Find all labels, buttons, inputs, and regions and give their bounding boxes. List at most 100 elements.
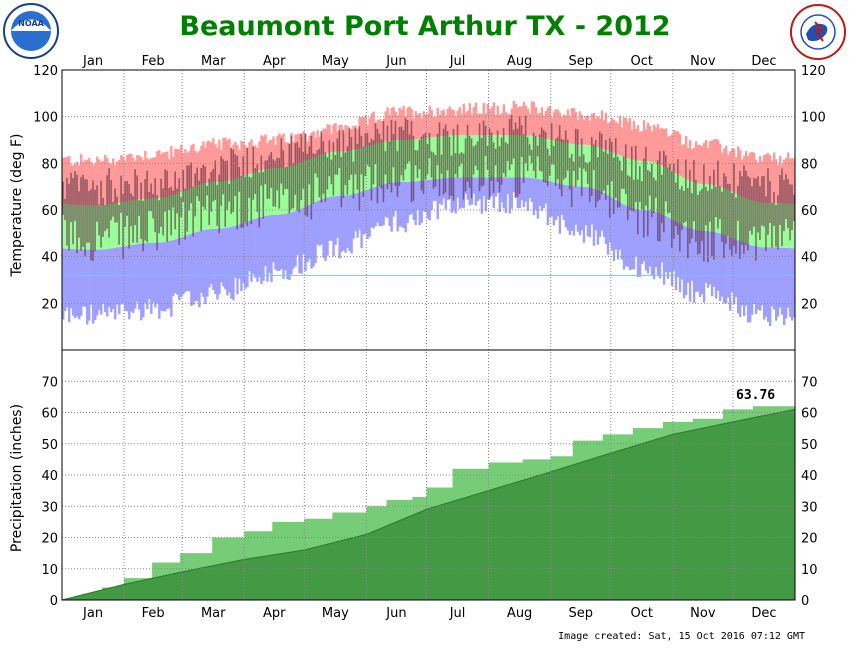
record-high-bar (402, 105, 405, 140)
record-low-bar (354, 193, 357, 232)
record-high-bar (154, 156, 157, 199)
record-low-bar (708, 231, 712, 285)
observed-temperature-bar (362, 146, 365, 197)
observed-temperature-bar (184, 188, 186, 240)
observed-temperature-bar (338, 130, 341, 169)
observed-temperature-bar (550, 123, 553, 165)
record-high-bar (720, 152, 724, 188)
record-low-bar (250, 220, 253, 282)
observed-temperature-bar (92, 180, 94, 262)
record-high-bar (96, 156, 99, 206)
observed-temperature-bar (318, 148, 321, 198)
record-high-bar (568, 116, 572, 144)
record-low-bar (702, 230, 706, 303)
record-high-bar (664, 128, 668, 168)
observed-temperature-bar (136, 175, 138, 243)
record-low-bar (538, 179, 542, 207)
record-high-bar (324, 128, 327, 154)
record-low-bar (192, 233, 195, 305)
record-high-bar (678, 134, 682, 176)
observed-temperature-bar (134, 169, 136, 226)
record-low-bar (432, 179, 435, 201)
record-low-bar (74, 249, 77, 319)
normal-range-bar (222, 181, 225, 229)
normal-range-bar (280, 167, 283, 215)
record-high-bar (608, 122, 612, 152)
record-high-bar (548, 105, 552, 140)
record-high-bar (638, 131, 642, 161)
record-low-bar (512, 177, 516, 193)
record-low-bar (364, 190, 367, 234)
record-low-bar (258, 217, 261, 278)
record-high-bar (254, 145, 257, 173)
record-high-bar (88, 158, 91, 206)
observed-temperature-bar (763, 175, 765, 227)
observed-temperature-bar (190, 162, 192, 204)
record-low-bar (212, 228, 215, 291)
record-low-bar (398, 182, 401, 227)
observed-temperature-bar (510, 114, 513, 165)
normal-range-bar (366, 146, 369, 190)
observed-temperature-bar (504, 142, 507, 177)
record-high-bar (670, 134, 674, 172)
observed-temperature-bar (160, 178, 162, 227)
temperature-tick-right: 20 (801, 297, 818, 312)
normal-range-bar (338, 151, 341, 196)
observed-temperature-bar (723, 173, 725, 259)
normal-range-bar (212, 182, 215, 229)
record-low-bar (284, 213, 287, 271)
observed-temperature-bar (751, 186, 753, 235)
record-high-bar (94, 163, 97, 206)
record-low-bar (316, 200, 319, 245)
record-low-bar (268, 215, 271, 273)
record-high-bar (592, 112, 596, 146)
observed-temperature-bar (552, 145, 555, 165)
observed-temperature-bar (106, 175, 108, 229)
record-high-bar (158, 150, 161, 199)
observed-temperature-bar (534, 135, 537, 179)
observed-temperature-bar (260, 155, 263, 186)
record-low-bar (566, 185, 570, 231)
observed-temperature-bar (220, 156, 223, 206)
record-low-bar (152, 242, 155, 303)
record-low-bar (298, 209, 301, 274)
observed-temperature-bar (606, 153, 609, 186)
normal-range-bar (784, 203, 788, 248)
month-tick-top: Sep (568, 54, 593, 69)
observed-temperature-bar (94, 189, 96, 252)
observed-temperature-bar (653, 177, 655, 214)
record-low-bar (100, 249, 103, 315)
record-high-bar (346, 126, 349, 152)
record-high-bar (574, 112, 578, 145)
record-high-bar (468, 103, 471, 136)
record-high-bar (750, 151, 754, 201)
record-low-bar (714, 232, 718, 299)
observed-temperature-bar (546, 148, 549, 187)
observed-temperature-bar (432, 152, 435, 189)
month-tick-bottom: May (322, 606, 349, 621)
observed-temperature-bar (576, 129, 579, 181)
record-high-bar (152, 157, 155, 199)
record-high-bar (682, 144, 686, 179)
observed-temperature-bar (638, 166, 641, 202)
record-low-bar (162, 242, 165, 312)
temperature-panel (62, 100, 796, 327)
record-low-bar (244, 222, 247, 289)
record-high-bar (764, 154, 768, 203)
record-low-bar (490, 177, 493, 196)
record-high-bar (528, 113, 532, 136)
record-low-bar (534, 178, 538, 210)
record-low-bar (756, 246, 760, 310)
observed-temperature-bar (284, 167, 287, 189)
record-high-bar (104, 154, 107, 205)
record-low-bar (370, 188, 373, 228)
observed-temperature-bar (526, 137, 529, 172)
observed-temperature-bar (332, 142, 335, 196)
record-low-bar (98, 249, 101, 311)
observed-temperature-bar (84, 179, 86, 257)
record-high-bar (352, 126, 355, 151)
observed-temperature-bar (430, 151, 433, 178)
record-high-bar (398, 107, 401, 140)
observed-temperature-bar (584, 162, 587, 172)
normal-range-bar (284, 167, 287, 214)
